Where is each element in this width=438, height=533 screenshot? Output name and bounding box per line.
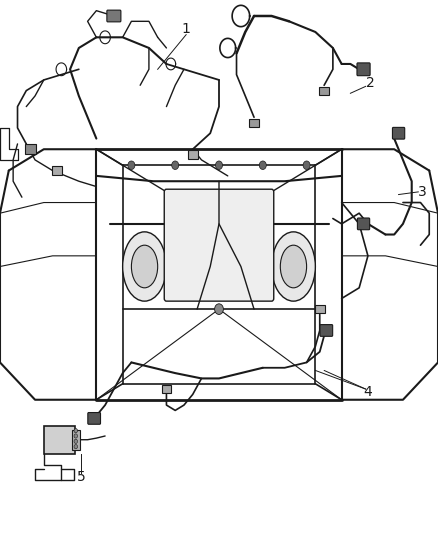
FancyBboxPatch shape [188,150,198,159]
Ellipse shape [131,245,158,288]
FancyBboxPatch shape [319,86,329,95]
Circle shape [172,161,179,169]
Circle shape [74,429,78,433]
FancyBboxPatch shape [164,189,274,301]
FancyBboxPatch shape [357,218,370,230]
Text: 3: 3 [418,185,427,199]
FancyBboxPatch shape [315,305,325,313]
FancyBboxPatch shape [72,430,80,450]
Text: 5: 5 [77,470,85,484]
Ellipse shape [280,245,307,288]
Circle shape [259,161,266,169]
FancyBboxPatch shape [44,426,75,454]
Text: 1: 1 [182,22,191,36]
Text: 2: 2 [366,76,374,90]
Circle shape [303,161,310,169]
FancyBboxPatch shape [88,413,100,424]
FancyBboxPatch shape [52,166,62,175]
FancyBboxPatch shape [249,118,259,126]
FancyBboxPatch shape [392,127,405,139]
FancyBboxPatch shape [25,144,36,154]
FancyBboxPatch shape [107,10,121,22]
Circle shape [128,161,135,169]
Circle shape [74,439,78,443]
FancyBboxPatch shape [320,325,333,336]
Ellipse shape [272,232,315,301]
Circle shape [74,445,78,449]
Circle shape [215,161,223,169]
Circle shape [215,304,223,314]
Circle shape [74,434,78,438]
Text: 4: 4 [364,385,372,399]
FancyBboxPatch shape [357,63,370,76]
FancyBboxPatch shape [162,385,171,393]
Ellipse shape [123,232,166,301]
